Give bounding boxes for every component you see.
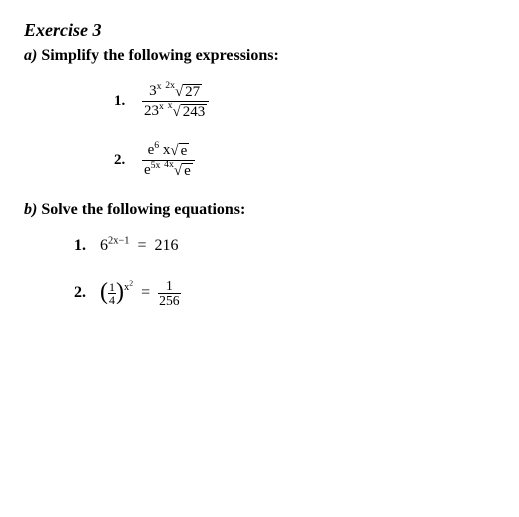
exponent: 6 [154,140,159,151]
right-paren: ) [116,283,124,302]
inner-fraction: 14 [108,281,116,306]
radicand: 243 [181,104,208,120]
equation: (14)x2 = 1256 [100,279,181,307]
radical-sign: √ [174,164,182,180]
part-b-heading: b) Solve the following equations: [24,201,495,219]
part-a-items: 1. 3x 2x√27 23x x√243 2. e6 x√e e5x 4x√e [114,83,495,179]
rhs: 216 [154,237,178,254]
part-a-text: Simplify the following expressions: [41,47,279,64]
radical-sign: √ [170,144,178,160]
radicand: 27 [183,84,202,100]
item-number: 2. [114,152,132,169]
equals: = [137,237,146,254]
item-a-2: 2. e6 x√e e5x 4x√e [114,142,495,179]
base: 6 [100,237,108,254]
left-paren: ( [100,283,108,302]
part-b-items: 1. 62x−1 = 216 2. (14)x2 = 1256 [74,237,495,307]
radical: √e [174,163,193,179]
item-number: 1. [114,93,132,110]
part-a-label: a) [24,47,37,64]
radical: √e [170,143,189,159]
term: x [163,142,171,158]
exponent: x [159,101,164,112]
item-number: 1. [74,237,86,255]
exercise-title: Exercise 3 [24,20,495,41]
denominator: 256 [158,293,180,308]
numerator: 1 [108,281,116,293]
term: e [144,162,151,178]
fraction: 3x 2x√27 23x x√243 [142,83,209,120]
term: 3 [149,83,157,99]
part-b-label: b) [24,201,37,218]
radical-sign: √ [175,85,183,101]
exponent: 2x−1 [108,236,129,247]
denominator: 23x x√243 [142,101,209,120]
root-index: 2x [165,80,175,91]
radical: √27 [175,84,202,100]
fraction: e6 x√e e5x 4x√e [142,142,195,179]
equals: = [141,284,150,301]
root-index: 4x [164,159,174,170]
item-number: 2. [74,284,86,302]
denominator: 4 [108,293,116,306]
radical-sign: √ [173,105,181,121]
numerator: e 6 x√e [146,142,192,160]
equation: 62x−1 = 216 [100,237,178,255]
exponent: x [157,81,162,92]
rhs-fraction: 1256 [158,279,180,307]
part-a-heading: a) Simplify the following expressions: [24,47,495,65]
radicand: e [179,143,190,159]
numerator: 1 [165,279,174,293]
item-b-1: 1. 62x−1 = 216 [74,237,495,255]
exponent: 5x [151,160,161,171]
exponent: x2 [124,282,133,293]
item-b-2: 2. (14)x2 = 1256 [74,279,495,307]
denominator: e5x 4x√e [142,160,195,179]
exp-power: 2 [129,279,133,288]
numerator: 3x 2x√27 [147,83,204,101]
item-a-1: 1. 3x 2x√27 23x x√243 [114,83,495,120]
radical: √243 [173,104,208,120]
part-b-text: Solve the following equations: [41,201,245,218]
radicand: e [182,163,193,179]
term: 23 [144,103,159,119]
